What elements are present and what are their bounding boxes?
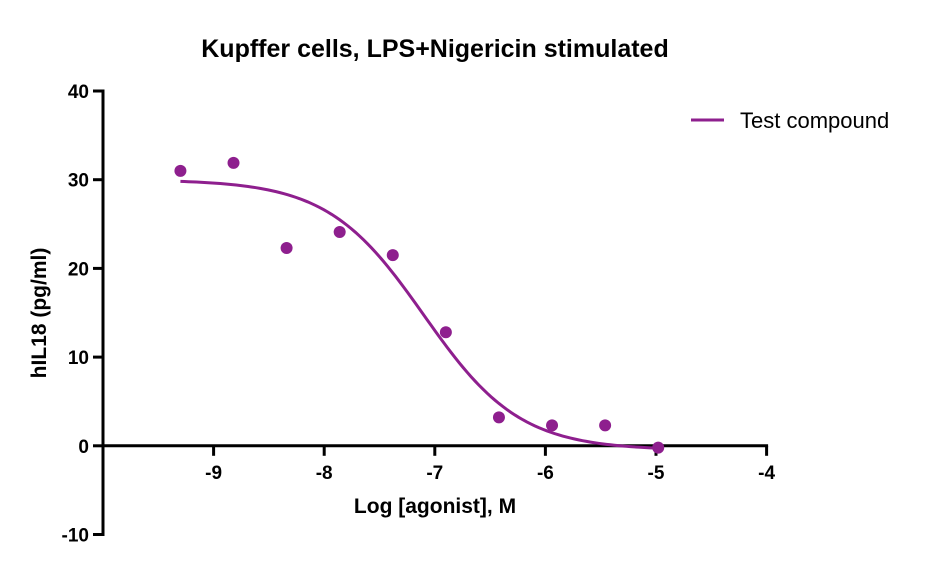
chart-title: Kupffer cells, LPS+Nigericin stimulated	[201, 35, 668, 63]
y-axis-label: hIL18 (pg/ml)	[28, 248, 51, 379]
data-point	[599, 419, 612, 432]
legend: Test compound	[691, 108, 889, 133]
data-point	[546, 419, 559, 432]
x-tick-label: -8	[316, 463, 333, 484]
y-tick-label: 40	[68, 82, 89, 103]
y-tick-label: 10	[68, 348, 89, 369]
y-tick-label: 0	[78, 437, 89, 458]
data-point	[333, 226, 346, 239]
x-tick-label: -7	[426, 463, 443, 484]
x-tick-label: -5	[648, 463, 665, 484]
data-point	[439, 326, 452, 339]
fit-curve	[180, 179, 659, 450]
x-tick-label: -6	[537, 463, 554, 484]
axes: 40 30 20 10 0 -10 -9 -8 -7 -6 -5 -4	[62, 82, 776, 547]
x-tick-label: -9	[205, 463, 222, 484]
y-tick-label: -10	[62, 526, 89, 547]
data-point	[280, 241, 293, 254]
data-point	[492, 411, 505, 424]
x-axis-label: Log [agonist], M	[354, 495, 516, 518]
data-point	[386, 249, 399, 262]
y-tick-label: 30	[68, 171, 89, 192]
data-point	[227, 156, 240, 169]
data-point	[652, 441, 665, 454]
legend-label: Test compound	[740, 108, 889, 133]
data-points-layer	[174, 156, 665, 454]
y-tick-label: 20	[68, 259, 89, 280]
x-tick-label: -4	[758, 463, 775, 484]
fit-curve-layer	[180, 179, 659, 450]
data-point	[174, 164, 187, 177]
